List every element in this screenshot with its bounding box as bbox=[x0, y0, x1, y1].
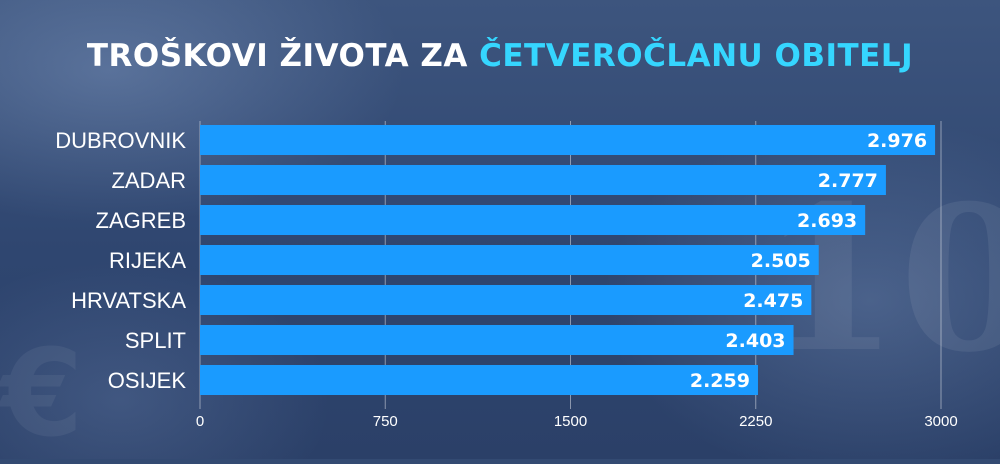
bar bbox=[200, 325, 794, 355]
chart-title-part1: TROŠKOVI ŽIVOTA ZA bbox=[86, 38, 480, 74]
background-banknote-decoration: 100 bbox=[760, 162, 1000, 397]
value-label: 2.259 bbox=[690, 370, 750, 392]
x-tick-label: 3000 bbox=[924, 413, 957, 430]
bar bbox=[200, 165, 886, 195]
bar bbox=[200, 285, 812, 315]
value-label: 2.976 bbox=[867, 130, 927, 152]
value-label: 2.475 bbox=[743, 290, 803, 312]
bar bbox=[200, 365, 758, 395]
category-label: OSIJEK bbox=[108, 368, 187, 393]
x-tick-label: 1500 bbox=[554, 413, 587, 430]
bar bbox=[200, 125, 936, 155]
bar bbox=[200, 205, 866, 235]
background-euro-decoration: € bbox=[0, 325, 84, 464]
value-label: 2.777 bbox=[818, 170, 878, 192]
category-label: ZAGREB bbox=[96, 208, 186, 233]
category-label: DUBROVNIK bbox=[55, 128, 186, 153]
value-label: 2.403 bbox=[725, 330, 785, 352]
value-label: 2.505 bbox=[751, 250, 811, 272]
category-label: HRVATSKA bbox=[71, 288, 186, 313]
x-tick-label: 2250 bbox=[739, 413, 772, 430]
value-label: 2.693 bbox=[797, 210, 857, 232]
x-tick-label: 750 bbox=[373, 413, 398, 430]
chart-title-part2: ČETVEROČLANU OBITELJ bbox=[479, 38, 914, 74]
x-tick-label: 0 bbox=[196, 413, 204, 430]
category-label: SPLIT bbox=[125, 328, 186, 353]
category-label: ZADAR bbox=[111, 168, 186, 193]
bar bbox=[200, 245, 819, 275]
chart-title: TROŠKOVI ŽIVOTA ZA ČETVEROČLANU OBITELJ bbox=[0, 38, 1000, 74]
category-label: RIJEKA bbox=[109, 248, 186, 273]
